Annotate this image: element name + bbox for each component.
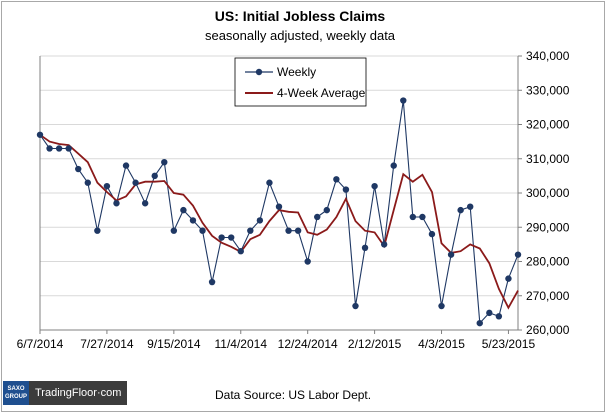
weekly-data-point: [208, 278, 216, 286]
tradingfloor-logo: SAXO GROUP TradingFloor·com: [3, 381, 128, 405]
weekly-data-point: [390, 162, 397, 169]
weekly-data-point: [275, 203, 283, 210]
y-tick-label: 300,000: [526, 186, 570, 200]
weekly-data-point: [495, 313, 503, 320]
weekly-data-point: [361, 244, 369, 251]
x-tick-label: 7/27/2014: [80, 337, 134, 351]
weekly-data-point: [380, 241, 388, 248]
weekly-data-point: [218, 234, 225, 241]
weekly-data-point: [304, 258, 311, 265]
weekly-data-point: [352, 302, 359, 310]
logo-name: TradingFloor·com: [29, 381, 128, 405]
weekly-data-point: [457, 206, 464, 214]
weekly-data-point: [113, 200, 120, 207]
weekly-data-point: [141, 200, 149, 207]
y-tick-label: 340,000: [526, 49, 570, 63]
weekly-data-point: [467, 203, 474, 210]
chart-title: US: Initial Jobless Claims: [214, 8, 386, 24]
weekly-data-point: [180, 206, 187, 214]
y-tick-label: 290,000: [526, 220, 570, 234]
weekly-data-point: [505, 275, 512, 282]
saxo-group-mark: SAXO GROUP: [3, 381, 29, 405]
x-tick-label: 9/15/2014: [147, 337, 201, 351]
weekly-data-point: [342, 186, 350, 193]
weekly-data-point: [314, 213, 321, 221]
y-tick-label: 260,000: [526, 323, 570, 337]
weekly-data-point: [65, 145, 72, 152]
grid-lines: [40, 55, 518, 331]
y-tick-label: 270,000: [526, 289, 570, 303]
weekly-data-point: [409, 213, 417, 221]
x-tick-label: 2/12/2015: [348, 337, 402, 351]
weekly-data-point: [400, 97, 407, 104]
weekly-data-point: [428, 230, 436, 238]
weekly-data-point: [247, 227, 254, 234]
weekly-data-point: [285, 227, 292, 234]
weekly-data-point: [161, 158, 168, 166]
axes: 260,000 270,000 280,000 290,000 300,000 310,0…: [17, 49, 570, 351]
weekly-data-point: [151, 172, 158, 180]
weekly-data-point: [294, 227, 302, 234]
weekly-data-point: [228, 234, 235, 241]
chart-subtitle: seasonally adjusted, weekly data: [204, 28, 396, 43]
weekly-data-point: [256, 217, 264, 224]
data-source-note: Data Source: US Labor Dept.: [215, 388, 372, 402]
x-tick-label: 5/23/2015: [482, 337, 536, 351]
weekly-data-point: [55, 145, 63, 152]
weekly-data-point: [419, 213, 426, 221]
weekly-series-line: [39, 100, 519, 325]
y-tick-label: 330,000: [526, 83, 570, 97]
legend-weekly-marker: [255, 68, 263, 76]
legend: Weekly 4-Week Average: [234, 57, 367, 107]
x-tick-label: 6/7/2014: [17, 337, 64, 351]
weekly-data-point: [476, 319, 483, 327]
weekly-data-point: [486, 309, 493, 317]
weekly-data-point: [371, 182, 378, 190]
legend-box: [234, 57, 367, 107]
weekly-data-point: [333, 176, 340, 183]
y-tick-label: 280,000: [526, 255, 570, 269]
x-tick-label: 12/24/2014: [278, 337, 338, 351]
weekly-data-point: [266, 179, 273, 186]
x-tick-label: 11/4/2014: [215, 337, 268, 351]
weekly-data-point: [46, 145, 53, 152]
weekly-data-point: [103, 182, 111, 190]
weekly-data-point: [447, 251, 455, 258]
weekly-data-point: [323, 206, 330, 214]
weekly-data-point: [122, 162, 130, 169]
y-tick-label: 310,000: [526, 152, 570, 166]
legend-weekly-label: Weekly: [277, 65, 316, 79]
weekly-data-point: [170, 227, 178, 234]
series-layer: [36, 97, 522, 327]
weekly-data-point: [199, 227, 206, 234]
weekly-data-point: [75, 165, 82, 173]
weekly-data-point: [189, 217, 197, 224]
weekly-data-point: [514, 251, 522, 258]
x-tick-label: 4/3/2015: [418, 337, 465, 351]
average-series-line: [39, 134, 519, 310]
weekly-data-point: [132, 179, 139, 186]
legend-average-label: 4-Week Average: [277, 86, 366, 100]
y-tick-label: 320,000: [526, 118, 570, 132]
weekly-data-point: [84, 179, 92, 186]
weekly-data-point: [237, 248, 244, 255]
weekly-data-point: [94, 227, 101, 234]
weekly-data-point: [36, 131, 44, 138]
weekly-data-point: [438, 302, 445, 310]
